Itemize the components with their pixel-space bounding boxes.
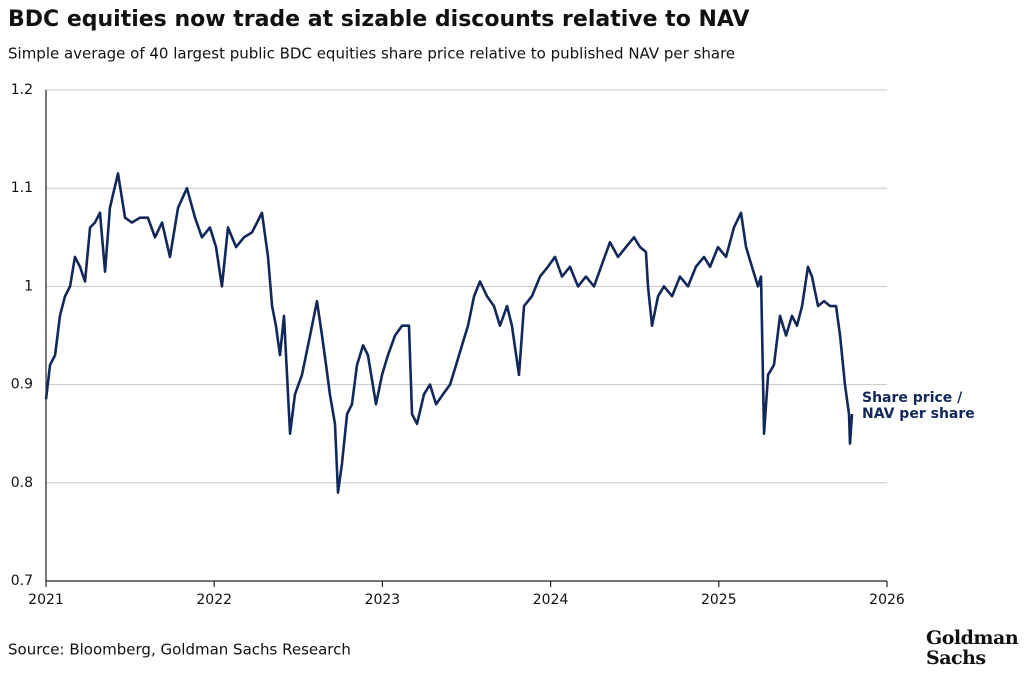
y-tick-label: 0.8 <box>11 475 33 491</box>
data-line <box>44 172 854 494</box>
y-tick-label: 1.2 <box>11 82 33 98</box>
x-tick-label: 2025 <box>701 592 737 608</box>
series-label: Share price / NAV per share <box>862 390 975 423</box>
y-tick-label: 0.9 <box>11 377 33 393</box>
chart-title: BDC equities now trade at sizable discou… <box>8 7 749 32</box>
x-tick-label: 2026 <box>869 592 905 608</box>
y-tick-label: 1 <box>24 278 33 294</box>
logo: Goldman Sachs <box>926 627 1019 669</box>
source-note: Source: Bloomberg, Goldman Sachs Researc… <box>8 641 351 659</box>
y-tick-label: 1.1 <box>11 180 33 196</box>
x-tick-label: 2023 <box>365 592 401 608</box>
y-tick-label: 0.7 <box>11 573 33 589</box>
x-tick-label: 2022 <box>196 592 232 608</box>
x-tick-label: 2021 <box>28 592 64 608</box>
chart-subtitle: Simple average of 40 largest public BDC … <box>8 45 735 63</box>
x-tick-label: 2024 <box>533 592 569 608</box>
